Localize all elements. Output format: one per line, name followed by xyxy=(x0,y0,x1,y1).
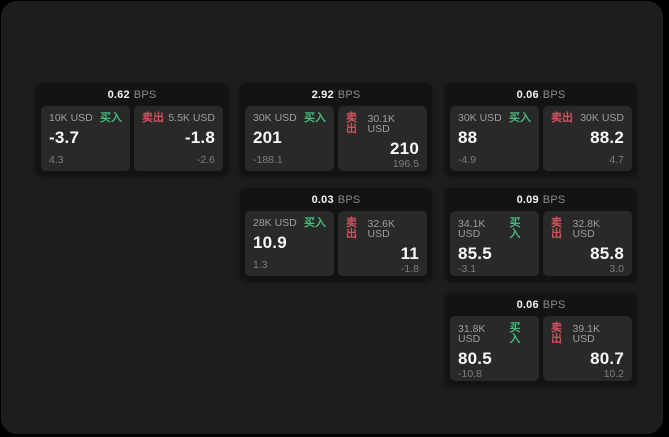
card-header: 0.09 BPS xyxy=(445,188,637,211)
buy-panel[interactable]: 31.8K USD 买入 80.5 -10.8 xyxy=(450,316,539,381)
card-header: 0.62 BPS xyxy=(36,83,228,106)
sell-price: 210 xyxy=(390,139,419,158)
buy-panel[interactable]: 34.1K USD 买入 85.5 -3.1 xyxy=(450,211,539,276)
quote-card: 0.09 BPS 34.1K USD 买入 85.5 -3.1 卖出 32.8K… xyxy=(445,188,637,281)
bps-suffix-label: BPS xyxy=(542,298,566,311)
sell-change: 10.2 xyxy=(603,367,624,380)
sell-amount: 5.5K USD xyxy=(168,112,215,125)
buy-change: -188.1 xyxy=(253,153,283,166)
sell-amount: 32.8K USD xyxy=(572,217,600,240)
sell-panel[interactable]: 卖出 32.8K USD 85.8 3.0 xyxy=(543,211,632,276)
bps-value: 0.06 xyxy=(516,88,539,101)
buy-side-label: 买入 xyxy=(304,112,326,124)
bps-suffix-label: BPS xyxy=(133,88,157,101)
sell-side-label: 卖出 xyxy=(346,112,357,135)
sell-price: 85.8 xyxy=(590,244,624,263)
sell-panel[interactable]: 卖出 30K USD 88.2 4.7 xyxy=(543,106,632,171)
sell-price: 80.7 xyxy=(590,349,624,368)
buy-change: -10.8 xyxy=(458,367,482,380)
buy-price: 201 xyxy=(253,128,282,147)
buy-side-label: 买入 xyxy=(304,217,326,229)
bps-value: 0.62 xyxy=(107,88,130,101)
sell-change: 196.5 xyxy=(392,157,419,170)
sell-side-label: 卖出 xyxy=(346,217,357,240)
bps-value: 0.06 xyxy=(516,298,539,311)
quote-card: 0.03 BPS 28K USD 买入 10.9 1.3 卖出 32.6K US… xyxy=(240,188,432,281)
quote-card: 0.62 BPS 10K USD 买入 -3.7 4.3 卖出 5.5K USD… xyxy=(36,83,228,176)
card-header: 0.06 BPS xyxy=(445,293,637,316)
sell-side-label: 卖出 xyxy=(551,217,562,240)
buy-price: 88 xyxy=(458,128,478,147)
buy-price: 10.9 xyxy=(253,233,287,252)
buy-price: 85.5 xyxy=(458,244,492,263)
buy-amount: 30K USD xyxy=(458,112,502,125)
sell-panel[interactable]: 卖出 39.1K USD 80.7 10.2 xyxy=(543,316,632,381)
buy-amount: 31.8K USD xyxy=(458,322,486,345)
sell-change: 4.7 xyxy=(609,153,624,166)
sell-amount: 30K USD xyxy=(580,112,624,125)
quote-card: 2.92 BPS 30K USD 买入 201 -188.1 卖出 30.1K … xyxy=(240,83,432,176)
buy-change: 1.3 xyxy=(253,258,268,271)
sell-amount: 32.6K USD xyxy=(367,217,395,240)
buy-panel[interactable]: 28K USD 买入 10.9 1.3 xyxy=(245,211,334,276)
buy-side-label: 买入 xyxy=(509,217,521,240)
buy-amount: 34.1K USD xyxy=(458,217,486,240)
sell-panel[interactable]: 卖出 30.1K USD 210 196.5 xyxy=(338,106,427,171)
quote-card: 0.06 BPS 31.8K USD 买入 80.5 -10.8 卖出 39.1… xyxy=(445,293,637,386)
bps-suffix-label: BPS xyxy=(542,88,566,101)
buy-side-label: 买入 xyxy=(509,322,521,345)
buy-price: 80.5 xyxy=(458,349,492,368)
sell-change: 3.0 xyxy=(609,262,624,275)
sell-panel[interactable]: 卖出 32.6K USD 11 -1.8 xyxy=(338,211,427,276)
sell-price: -1.8 xyxy=(184,128,215,147)
buy-side-label: 买入 xyxy=(509,112,531,124)
sell-amount: 39.1K USD xyxy=(572,322,600,345)
sell-price: 11 xyxy=(400,244,419,263)
bps-suffix-label: BPS xyxy=(337,193,361,206)
buy-price: -3.7 xyxy=(49,128,80,147)
buy-panel[interactable]: 30K USD 买入 88 -4.9 xyxy=(450,106,539,171)
sell-side-label: 卖出 xyxy=(142,112,164,124)
sell-side-label: 卖出 xyxy=(551,112,573,124)
buy-amount: 30K USD xyxy=(253,112,297,125)
card-header: 0.03 BPS xyxy=(240,188,432,211)
buy-side-label: 买入 xyxy=(100,112,122,124)
buy-panel[interactable]: 30K USD 买入 201 -188.1 xyxy=(245,106,334,171)
sell-change: -1.8 xyxy=(400,262,419,275)
bps-value: 0.03 xyxy=(311,193,334,206)
bps-value: 2.92 xyxy=(311,88,334,101)
buy-change: -4.9 xyxy=(458,153,477,166)
buy-amount: 28K USD xyxy=(253,217,297,230)
sell-change: -2.6 xyxy=(196,153,215,166)
card-header: 0.06 BPS xyxy=(445,83,637,106)
buy-change: 4.3 xyxy=(49,153,64,166)
sell-panel[interactable]: 卖出 5.5K USD -1.8 -2.6 xyxy=(134,106,223,171)
bps-suffix-label: BPS xyxy=(337,88,361,101)
buy-change: -3.1 xyxy=(458,262,477,275)
bps-value: 0.09 xyxy=(516,193,539,206)
card-header: 2.92 BPS xyxy=(240,83,432,106)
sell-amount: 30.1K USD xyxy=(367,112,395,135)
buy-amount: 10K USD xyxy=(49,112,93,125)
quote-card: 0.06 BPS 30K USD 买入 88 -4.9 卖出 30K USD 8… xyxy=(445,83,637,176)
buy-panel[interactable]: 10K USD 买入 -3.7 4.3 xyxy=(41,106,130,171)
sell-price: 88.2 xyxy=(590,128,624,147)
bps-suffix-label: BPS xyxy=(542,193,566,206)
sell-side-label: 卖出 xyxy=(551,322,562,345)
